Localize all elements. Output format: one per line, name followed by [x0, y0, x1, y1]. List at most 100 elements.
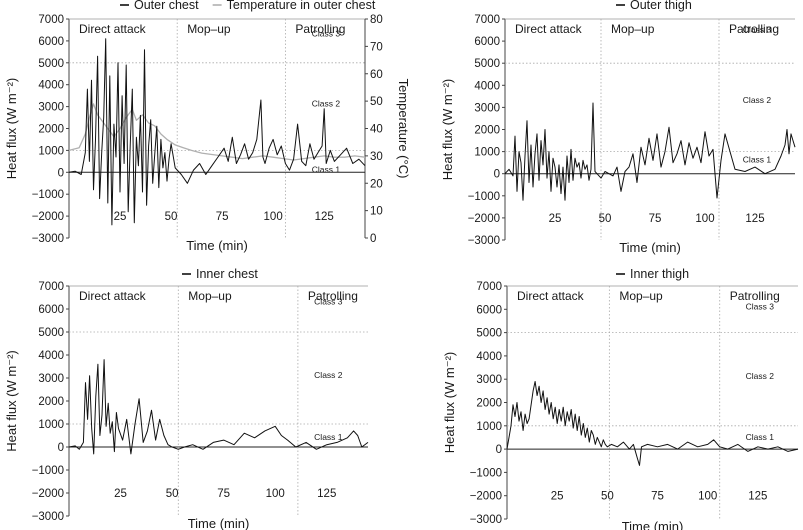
chart-inner-thigh: Class 1 Class 2 Class 3 Direct attack Mop–up…	[442, 267, 799, 530]
y-tick-label: 4000	[38, 80, 64, 92]
x-axis-label: Time (min)	[188, 516, 250, 530]
x-tick-label: 50	[165, 211, 178, 223]
y2-tick-label: 50	[370, 96, 383, 108]
y-tick-label: 0	[494, 169, 500, 181]
x-tick-label: 25	[114, 488, 127, 500]
y2-tick-label: 10	[370, 206, 383, 218]
class-label: Class 3	[743, 24, 772, 34]
region-label: Patrolling	[729, 22, 779, 36]
y2-tick-label: 60	[370, 69, 383, 81]
x-axis-label: Time (min)	[186, 238, 248, 253]
y-tick-label: −2000	[32, 211, 64, 223]
legend-label: Outer thigh	[630, 0, 692, 12]
y-tick-label: 1000	[476, 421, 502, 433]
y-tick-label: 3000	[38, 102, 64, 114]
region-label: Mop–up	[188, 289, 232, 303]
y-tick-label: 2000	[474, 125, 500, 137]
y-tick-label: 4000	[474, 80, 500, 92]
x-tick-label: 50	[599, 213, 612, 225]
y-tick-label: 6000	[474, 36, 500, 48]
y-tick-label: −1000	[468, 191, 500, 203]
y-tick-label: 6000	[476, 304, 502, 316]
y-tick-label: −1000	[470, 467, 502, 479]
x-tick-label: 100	[266, 488, 285, 500]
y-tick-label: 0	[496, 444, 502, 456]
class-label: Class 2	[314, 370, 343, 380]
series-line-outer-chest	[68, 38, 366, 226]
class-label: Class 2	[746, 371, 775, 381]
y-tick-label: −2000	[468, 213, 500, 225]
y-tick-label: 7000	[38, 14, 64, 26]
y-axis-label: Heat flux (W m⁻²)	[440, 79, 455, 180]
y-tick-label: 2000	[38, 124, 64, 136]
x-tick-label: 125	[748, 491, 767, 503]
chart-outer-thigh: Class 1 Class 2 Class 3 Direct attack Mop–up…	[440, 0, 796, 255]
x-tick-label: 100	[698, 491, 717, 503]
x-tick-label: 100	[264, 211, 283, 223]
y-tick-label: −2000	[470, 491, 502, 503]
y-tick-label: 7000	[474, 14, 500, 26]
y-tick-label: −3000	[32, 233, 64, 245]
y2-tick-label: 80	[370, 14, 383, 26]
x-tick-label: 75	[651, 491, 664, 503]
y-tick-label: 1000	[474, 147, 500, 159]
class-label: Class 1	[743, 155, 772, 165]
y-tick-label: 7000	[38, 281, 64, 293]
x-tick-label: 50	[601, 491, 614, 503]
legend-label: Inner chest	[196, 267, 258, 281]
x-tick-label: 125	[317, 488, 336, 500]
chart-outer-chest: Class 1 Class 2 Class 3 Direct attack Mop–up…	[4, 0, 411, 253]
x-tick-label: 100	[695, 213, 714, 225]
x-axis-label: Time (min)	[619, 240, 681, 255]
region-label: Patrolling	[730, 289, 780, 303]
region-label: Patrolling	[308, 289, 358, 303]
legend-label: Outer chest	[134, 0, 199, 12]
y-tick-label: 6000	[38, 36, 64, 48]
y-tick-label: 0	[58, 167, 64, 179]
y-tick-label: 7000	[476, 281, 502, 293]
y-tick-label: 4000	[38, 350, 64, 362]
y-tick-label: 4000	[476, 351, 502, 363]
y-tick-label: 5000	[474, 58, 500, 70]
y-tick-label: −3000	[32, 511, 64, 523]
region-label: Direct attack	[79, 289, 147, 303]
legend-label: Inner thigh	[630, 267, 689, 281]
class-label: Class 3	[314, 296, 343, 306]
x-axis-label: Time (min)	[622, 519, 684, 530]
y2-tick-label: 20	[370, 178, 383, 190]
region-label: Mop–up	[611, 22, 655, 36]
class-label: Class 1	[312, 165, 341, 175]
x-tick-label: 75	[216, 211, 229, 223]
x-tick-label: 25	[114, 211, 127, 223]
y-tick-label: −3000	[468, 235, 500, 247]
chart-inner-chest: Class 1 Class 2 Class 3 Direct attack Mop–up…	[4, 267, 369, 530]
x-tick-label: 25	[551, 491, 564, 503]
y-tick-label: −1000	[32, 189, 64, 201]
class-label: Class 2	[743, 95, 772, 105]
y-tick-label: 1000	[38, 419, 64, 431]
y2-axis-label: Temperature (°C)	[396, 79, 411, 179]
series-line-outer-thigh	[504, 102, 796, 201]
region-label: Mop–up	[187, 22, 231, 36]
series-line-inner-thigh	[506, 381, 799, 466]
y2-tick-label: 70	[370, 41, 383, 53]
x-tick-label: 75	[649, 213, 662, 225]
region-label: Direct attack	[517, 289, 585, 303]
y-tick-label: 1000	[38, 145, 64, 157]
x-tick-label: 125	[315, 211, 334, 223]
y-tick-label: 6000	[38, 304, 64, 316]
y-tick-label: 5000	[38, 327, 64, 339]
y2-tick-label: 30	[370, 151, 383, 163]
y-tick-label: 5000	[38, 58, 64, 70]
y-axis-label: Heat flux (W m⁻²)	[4, 78, 19, 179]
y-tick-label: 3000	[38, 373, 64, 385]
region-label: Direct attack	[79, 22, 147, 36]
class-label: Class 1	[746, 432, 775, 442]
y-tick-label: −1000	[32, 465, 64, 477]
x-tick-label: 25	[549, 213, 562, 225]
y-tick-label: 2000	[38, 396, 64, 408]
class-label: Class 3	[746, 301, 775, 311]
y-tick-label: 5000	[476, 328, 502, 340]
region-label: Patrolling	[295, 22, 345, 36]
y-tick-label: 2000	[476, 398, 502, 410]
